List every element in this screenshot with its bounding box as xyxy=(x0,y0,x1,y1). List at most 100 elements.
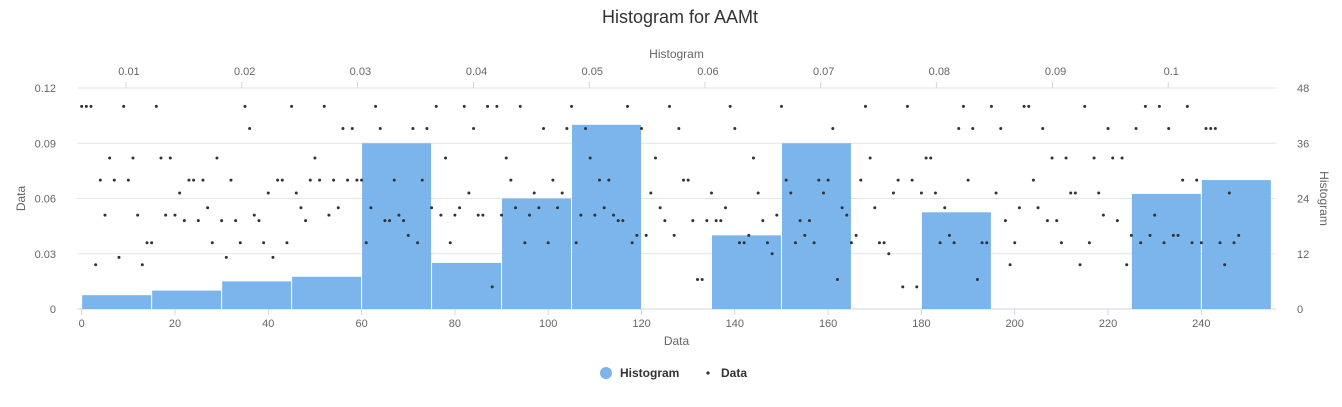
data-point[interactable] xyxy=(523,241,527,245)
data-point[interactable] xyxy=(1078,263,1082,267)
data-point[interactable] xyxy=(1120,156,1124,160)
histogram-bar[interactable] xyxy=(711,235,781,309)
data-point[interactable] xyxy=(168,156,172,160)
data-point[interactable] xyxy=(1185,104,1189,108)
data-point[interactable] xyxy=(1111,156,1115,160)
data-point[interactable] xyxy=(929,156,933,160)
data-point[interactable] xyxy=(238,241,242,245)
data-point[interactable] xyxy=(276,178,280,182)
data-point[interactable] xyxy=(668,104,672,108)
data-point[interactable] xyxy=(1115,219,1119,223)
data-point[interactable] xyxy=(966,178,970,182)
data-point[interactable] xyxy=(728,104,732,108)
data-point[interactable] xyxy=(192,178,196,182)
data-point[interactable] xyxy=(472,127,476,131)
data-point[interactable] xyxy=(719,219,723,223)
data-point[interactable] xyxy=(784,178,788,182)
data-point[interactable] xyxy=(145,241,149,245)
data-point[interactable] xyxy=(1050,156,1054,160)
data-point[interactable] xyxy=(84,104,88,108)
data-point[interactable] xyxy=(1097,191,1101,195)
data-point[interactable] xyxy=(1125,263,1129,267)
data-point[interactable] xyxy=(574,241,578,245)
data-point[interactable] xyxy=(1213,127,1217,131)
data-point[interactable] xyxy=(1022,104,1026,108)
data-point[interactable] xyxy=(1073,191,1077,195)
data-point[interactable] xyxy=(873,206,877,210)
data-point[interactable] xyxy=(378,127,382,131)
data-point[interactable] xyxy=(1162,241,1166,245)
data-point[interactable] xyxy=(1055,219,1059,223)
data-point[interactable] xyxy=(476,213,480,217)
data-point[interactable] xyxy=(943,206,947,210)
data-point[interactable] xyxy=(1106,127,1110,131)
data-point[interactable] xyxy=(542,127,546,131)
data-point[interactable] xyxy=(663,219,667,223)
data-point[interactable] xyxy=(831,127,835,131)
data-point[interactable] xyxy=(112,178,116,182)
histogram-bars[interactable] xyxy=(82,124,1271,310)
data-point[interactable] xyxy=(896,178,900,182)
data-point[interactable] xyxy=(957,127,961,131)
data-point[interactable] xyxy=(210,241,214,245)
data-point[interactable] xyxy=(817,178,821,182)
data-point[interactable] xyxy=(327,213,331,217)
data-point[interactable] xyxy=(994,191,998,195)
data-point[interactable] xyxy=(1157,104,1161,108)
data-point[interactable] xyxy=(905,104,909,108)
data-point[interactable] xyxy=(462,104,466,108)
data-point[interactable] xyxy=(621,219,625,223)
data-point[interactable] xyxy=(1087,241,1091,245)
data-point[interactable] xyxy=(737,241,741,245)
data-point[interactable] xyxy=(793,241,797,245)
data-point[interactable] xyxy=(481,213,485,217)
data-point[interactable] xyxy=(89,104,93,108)
data-point[interactable] xyxy=(201,178,205,182)
data-point[interactable] xyxy=(224,255,228,259)
data-point[interactable] xyxy=(215,156,219,160)
data-point[interactable] xyxy=(131,156,135,160)
data-point[interactable] xyxy=(406,233,410,237)
data-point[interactable] xyxy=(304,219,308,223)
data-point[interactable] xyxy=(430,206,434,210)
histogram-bar[interactable] xyxy=(362,143,432,309)
data-point[interactable] xyxy=(709,191,713,195)
data-point[interactable] xyxy=(1223,263,1227,267)
data-point[interactable] xyxy=(532,191,536,195)
data-point[interactable] xyxy=(486,104,490,108)
data-point[interactable] xyxy=(383,219,387,223)
data-point[interactable] xyxy=(80,104,84,108)
histogram-bar[interactable] xyxy=(222,281,292,309)
data-point[interactable] xyxy=(173,213,177,217)
histogram-bar[interactable] xyxy=(152,290,222,309)
data-point[interactable] xyxy=(924,156,928,160)
data-point[interactable] xyxy=(402,219,406,223)
data-point[interactable] xyxy=(1148,233,1152,237)
data-point[interactable] xyxy=(262,241,266,245)
data-point[interactable] xyxy=(234,219,238,223)
data-point[interactable] xyxy=(952,241,956,245)
data-point[interactable] xyxy=(985,241,989,245)
data-point[interactable] xyxy=(672,233,676,237)
data-point[interactable] xyxy=(691,219,695,223)
data-point[interactable] xyxy=(551,178,555,182)
data-point[interactable] xyxy=(654,156,658,160)
data-point[interactable] xyxy=(1017,206,1021,210)
data-point[interactable] xyxy=(299,206,303,210)
data-point[interactable] xyxy=(640,127,644,131)
data-point[interactable] xyxy=(882,241,886,245)
data-point[interactable] xyxy=(1041,127,1045,131)
data-point[interactable] xyxy=(294,191,298,195)
data-point[interactable] xyxy=(584,127,588,131)
data-point[interactable] xyxy=(635,233,639,237)
data-point[interactable] xyxy=(243,104,247,108)
data-point[interactable] xyxy=(826,178,830,182)
data-point[interactable] xyxy=(514,206,518,210)
data-point[interactable] xyxy=(961,104,965,108)
data-point[interactable] xyxy=(821,191,825,195)
data-point[interactable] xyxy=(598,178,602,182)
data-point[interactable] xyxy=(1237,233,1241,237)
histogram-bar[interactable] xyxy=(502,198,572,310)
data-point[interactable] xyxy=(1031,178,1035,182)
data-point[interactable] xyxy=(910,178,914,182)
